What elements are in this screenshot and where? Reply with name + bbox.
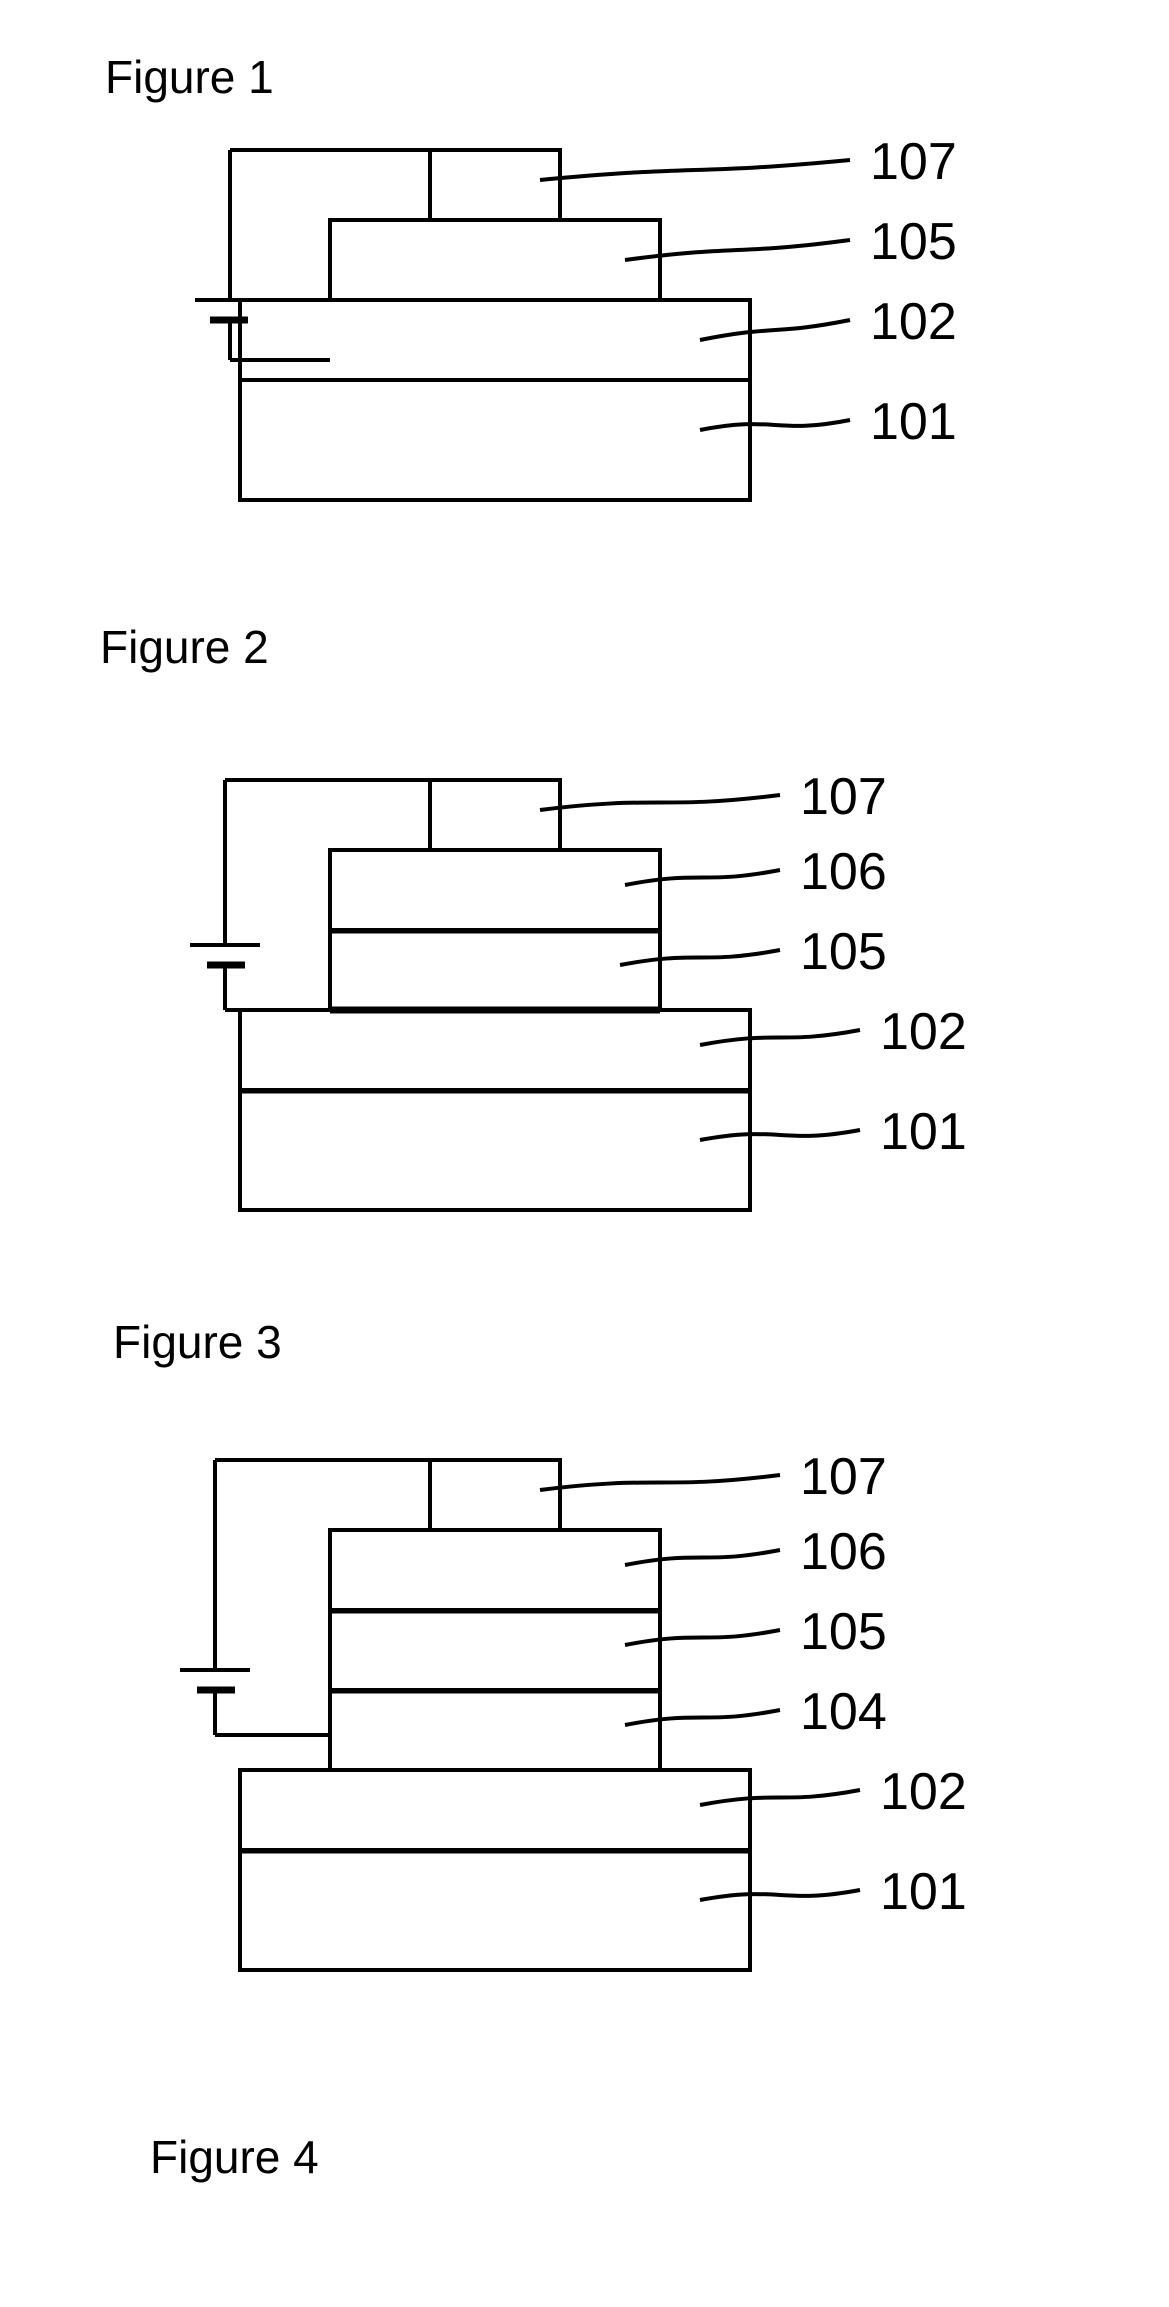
ref-label-106: 106 (800, 1522, 887, 1582)
ref-label-101: 101 (880, 1862, 967, 1922)
ref-label-102: 102 (880, 1002, 967, 1062)
layer-106 (330, 850, 660, 930)
layer-105 (330, 1610, 660, 1690)
layer-105 (330, 220, 660, 300)
ref-label-105: 105 (800, 922, 887, 982)
layer-101 (240, 1850, 750, 1970)
layer-107 (430, 780, 560, 850)
layer-102 (240, 1010, 750, 1090)
ref-label-107: 107 (800, 767, 887, 827)
layer-107 (430, 150, 560, 220)
ref-label-102: 102 (870, 292, 957, 352)
ref-label-105: 105 (870, 212, 957, 272)
ref-label-101: 101 (870, 392, 957, 452)
layer-104 (330, 1690, 660, 1770)
layer-102 (240, 300, 750, 380)
layer-101 (240, 1090, 750, 1210)
layer-106 (330, 1530, 660, 1610)
layer-107 (430, 1460, 560, 1530)
layer-102 (240, 1770, 750, 1850)
ref-label-104: 104 (800, 1682, 887, 1742)
fig2-diagram (0, 700, 1169, 1260)
ref-label-102: 102 (880, 1762, 967, 1822)
leader-107 (540, 1475, 780, 1490)
fig3-caption: Figure 3 (113, 1315, 282, 1369)
ref-label-107: 107 (870, 132, 957, 192)
fig1-diagram (0, 90, 1169, 530)
layer-101 (240, 380, 750, 500)
fig3-diagram (0, 1390, 1169, 2050)
leader-107 (540, 795, 780, 810)
fig2-caption: Figure 2 (100, 620, 269, 674)
ref-label-106: 106 (800, 842, 887, 902)
ref-label-105: 105 (800, 1602, 887, 1662)
fig4-caption: Figure 4 (150, 2130, 319, 2184)
layer-105 (330, 930, 660, 1010)
ref-label-101: 101 (880, 1102, 967, 1162)
page: Figure 1101102105107Figure 2101102105106… (0, 0, 1169, 2307)
leader-107 (540, 160, 850, 180)
ref-label-107: 107 (800, 1447, 887, 1507)
